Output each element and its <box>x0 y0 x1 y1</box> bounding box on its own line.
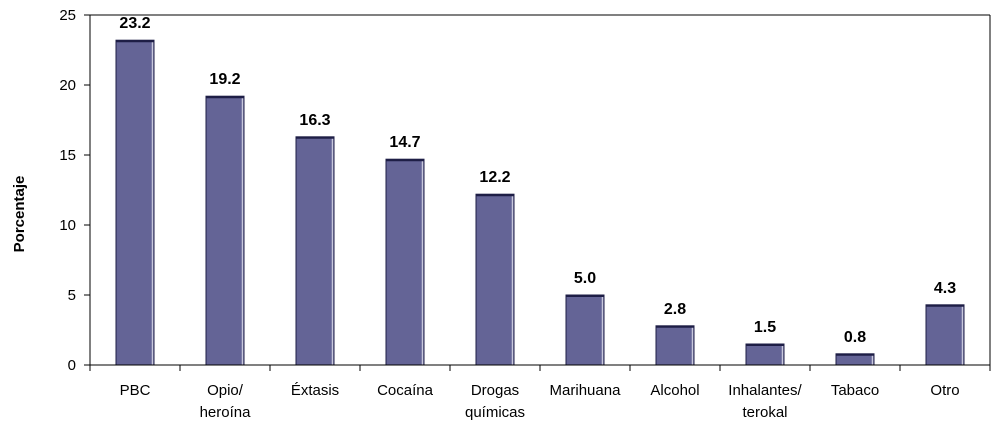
y-tick-label: 10 <box>59 217 76 234</box>
x-tick-label: Opio/ <box>207 382 244 399</box>
y-tick-label: 20 <box>59 77 76 94</box>
x-tick-label: Drogas <box>471 382 519 399</box>
bars <box>115 39 965 366</box>
x-tick-label: terokal <box>742 404 787 421</box>
bar <box>205 95 245 366</box>
axes <box>89 14 991 366</box>
x-tick-label: Éxtasis <box>291 382 339 399</box>
bar <box>295 136 335 366</box>
y-axis-title: Porcentaje <box>11 176 28 253</box>
data-label: 1.5 <box>754 319 776 336</box>
data-label: 19.2 <box>209 71 240 88</box>
bar <box>115 39 155 366</box>
y-tick-label: 0 <box>68 357 76 374</box>
data-labels: 23.2 19.2 16.3 14.7 12.2 5.0 2.8 1.5 0.8 4.3 <box>119 15 956 346</box>
data-label: 4.3 <box>934 280 956 297</box>
x-tick-label: Inhalantes/ <box>728 382 802 399</box>
data-label: 12.2 <box>479 169 510 186</box>
y-tick-label: 25 <box>59 7 76 24</box>
data-label: 16.3 <box>299 112 330 129</box>
y-tick-label: 5 <box>68 287 76 304</box>
x-tick-label: Alcohol <box>650 382 699 399</box>
data-label: 0.8 <box>844 329 866 346</box>
x-tick-label: PBC <box>120 382 151 399</box>
bar <box>925 304 965 366</box>
bar <box>475 193 515 366</box>
x-tick-label: Marihuana <box>550 382 622 399</box>
x-tick-label: químicas <box>465 404 525 421</box>
y-axis: 0 5 10 15 20 25 <box>59 7 90 374</box>
x-tick-label: Cocaína <box>377 382 434 399</box>
data-label: 14.7 <box>389 134 420 151</box>
data-label: 2.8 <box>664 301 686 318</box>
x-tick-label: Otro <box>930 382 959 399</box>
x-tick-label: Tabaco <box>831 382 879 399</box>
bar <box>565 294 605 366</box>
data-label: 5.0 <box>574 270 596 287</box>
x-axis: PBC Opio/heroína Éxtasis Cocaína Drogas quími… <box>89 365 991 421</box>
bar <box>655 325 695 366</box>
bar <box>385 158 425 366</box>
bar <box>745 343 785 366</box>
y-tick-label: 15 <box>59 147 76 164</box>
data-label: 23.2 <box>119 15 150 32</box>
x-tick-label: heroína <box>200 404 252 421</box>
